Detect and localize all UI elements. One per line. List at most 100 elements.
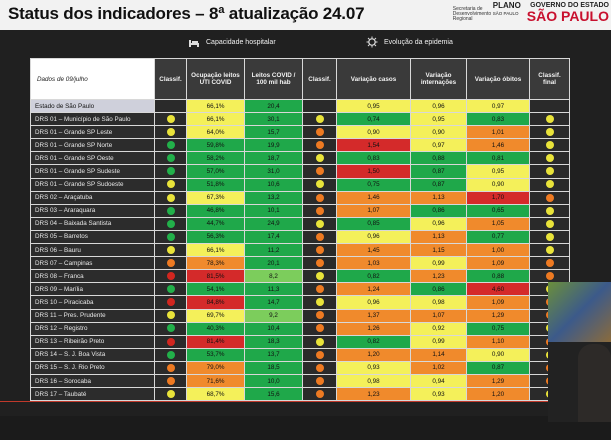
var-intern-cell: 0,93 xyxy=(410,387,467,402)
gov-text: GOVERNO DO ESTADO xyxy=(530,2,609,9)
col-var-casos: Variação casos xyxy=(336,58,411,100)
status-dot-icon xyxy=(315,154,324,163)
status-dot-icon xyxy=(545,141,554,150)
status-dot-icon xyxy=(166,154,175,163)
classif-cell xyxy=(154,138,187,153)
status-dot-icon xyxy=(315,193,324,202)
table-row: DRS 04 – Baixada Santista 44,7% 24,9 0,85 0,… xyxy=(30,216,570,231)
plano-text: PLANO xyxy=(492,1,521,10)
var-casos-cell: 0,82 xyxy=(336,334,411,349)
leitos-cell: 24,9 xyxy=(244,216,303,231)
classif-final-cell xyxy=(529,125,570,140)
leitos-cell: 11,3 xyxy=(244,282,303,297)
col-classif: Classif. xyxy=(154,58,187,100)
var-intern-cell: 0,86 xyxy=(410,282,467,297)
classif-cell xyxy=(154,243,187,258)
classif-2-cell xyxy=(302,216,337,231)
region-name: DRS 01 – Grande SP Oeste xyxy=(30,151,155,166)
classif-cell xyxy=(154,203,187,218)
var-obitos-cell: 0,87 xyxy=(466,360,530,375)
status-dot-icon xyxy=(545,272,554,281)
interpreter-video xyxy=(548,282,611,422)
ocupacao-cell: 51,8% xyxy=(186,177,245,192)
classif-cell xyxy=(154,177,187,192)
table-row: DRS 16 – Sorocaba 71,6% 10,0 0,98 0,94 1,29 xyxy=(30,373,570,389)
classif-final-cell xyxy=(529,177,570,192)
var-intern-cell: 0,96 xyxy=(410,216,467,231)
classif-final-cell xyxy=(529,138,570,153)
ocupacao-cell: 66,1% xyxy=(186,112,245,127)
status-dot-icon xyxy=(166,114,175,123)
var-intern-cell: 0,97 xyxy=(410,138,467,153)
var-obitos-cell: 0,77 xyxy=(466,229,530,245)
classif-2-cell xyxy=(302,190,337,205)
table-row: DRS 02 – Araçatuba 67,3% 13,2 1,46 1,13 1,70 xyxy=(30,190,570,205)
section-capacidade-label: Capacidade hospitalar xyxy=(206,38,276,46)
status-dot-icon xyxy=(315,311,324,320)
var-obitos-cell: 4,60 xyxy=(466,282,530,297)
status-dot-icon xyxy=(315,206,324,215)
var-casos-cell: 1,54 xyxy=(336,138,411,153)
status-dot-icon xyxy=(545,180,554,189)
classif-cell xyxy=(154,387,187,402)
classif-2-cell xyxy=(302,98,337,114)
col-dados: Dados de 09/julho xyxy=(30,58,155,100)
governo-logo: GOVERNO DO ESTADO SÃO PAULO xyxy=(527,2,609,23)
var-casos-cell: 0,75 xyxy=(336,177,411,192)
status-dot-icon xyxy=(315,298,324,307)
status-dot-icon xyxy=(545,219,554,228)
status-dot-icon xyxy=(315,272,324,281)
classif-2-cell xyxy=(302,229,337,245)
status-dot-icon xyxy=(315,285,324,294)
region-name: DRS 06 – Bauru xyxy=(30,243,155,258)
classif-2-cell xyxy=(302,360,337,375)
var-casos-cell: 1,24 xyxy=(336,282,411,297)
var-obitos-cell: 1,29 xyxy=(466,308,530,323)
region-name: DRS 16 – Sorocaba xyxy=(30,373,155,389)
status-dot-icon xyxy=(545,245,554,254)
var-intern-cell: 0,95 xyxy=(410,112,467,127)
var-obitos-cell: 1,01 xyxy=(466,125,530,140)
classif-2-cell xyxy=(302,295,337,310)
var-obitos-cell: 0,81 xyxy=(466,151,530,166)
var-intern-cell: 1,13 xyxy=(410,190,467,205)
col-var-intern: Variação internações xyxy=(410,58,467,100)
region-name: DRS 01 – Município de São Paulo xyxy=(30,112,155,127)
leitos-cell: 15,7 xyxy=(244,125,303,140)
ocupacao-cell: 40,3% xyxy=(186,321,245,336)
region-name: DRS 15 – S. J. Rio Preto xyxy=(30,360,155,375)
leitos-cell: 10,4 xyxy=(244,321,303,336)
table-row: DRS 06 – Bauru 66,1% 11,2 1,45 1,15 1,00 xyxy=(30,243,570,258)
table-row: DRS 09 – Marília 54,1% 11,3 1,24 0,86 4,60 xyxy=(30,282,570,297)
classif-2-cell xyxy=(302,334,337,349)
var-intern-cell: 1,15 xyxy=(410,243,467,258)
var-casos-cell: 0,95 xyxy=(336,98,411,114)
status-dot-icon xyxy=(166,245,175,254)
header-bar: Status dos indicadores – 8ª atualização … xyxy=(0,0,611,30)
logos: Secretaria de Desenvolvimento Regional P… xyxy=(453,0,611,30)
leitos-cell: 18,7 xyxy=(244,151,303,166)
var-obitos-cell: 0,97 xyxy=(466,98,530,114)
table-row: DRS 01 – Grande SP Norte 59,8% 19,9 1,54 0,9… xyxy=(30,138,570,153)
classif-cell xyxy=(154,308,187,323)
status-dot-icon xyxy=(315,232,324,241)
gov-big-text: SÃO PAULO xyxy=(526,8,609,24)
video-progress-bar[interactable] xyxy=(0,401,611,402)
table-row: DRS 15 – S. J. Rio Preto 79,0% 18,5 0,93 1,0… xyxy=(30,360,570,375)
classif-final-cell xyxy=(529,112,570,127)
classif-2-cell xyxy=(302,138,337,153)
status-dot-icon xyxy=(166,128,175,137)
ocupacao-cell: 68,7% xyxy=(186,387,245,402)
leitos-cell: 30,1 xyxy=(244,112,303,127)
table-row: DRS 01 – Município de São Paulo 66,1% 30,1… xyxy=(30,112,570,127)
var-intern-cell: 1,14 xyxy=(410,347,467,362)
status-dot-icon xyxy=(166,298,175,307)
table-row: DRS 01 – Grande SP Oeste 58,2% 18,7 0,83 0,8… xyxy=(30,151,570,166)
ocupacao-cell: 64,0% xyxy=(186,125,245,140)
var-obitos-cell: 0,90 xyxy=(466,347,530,362)
table-row: DRS 01 – Grande SP Sudeste 57,0% 31,0 1,50 0… xyxy=(30,164,570,179)
var-obitos-cell: 0,75 xyxy=(466,321,530,336)
ocupacao-cell: 81,5% xyxy=(186,269,245,284)
classif-cell xyxy=(154,256,187,271)
classif-2-cell xyxy=(302,282,337,297)
